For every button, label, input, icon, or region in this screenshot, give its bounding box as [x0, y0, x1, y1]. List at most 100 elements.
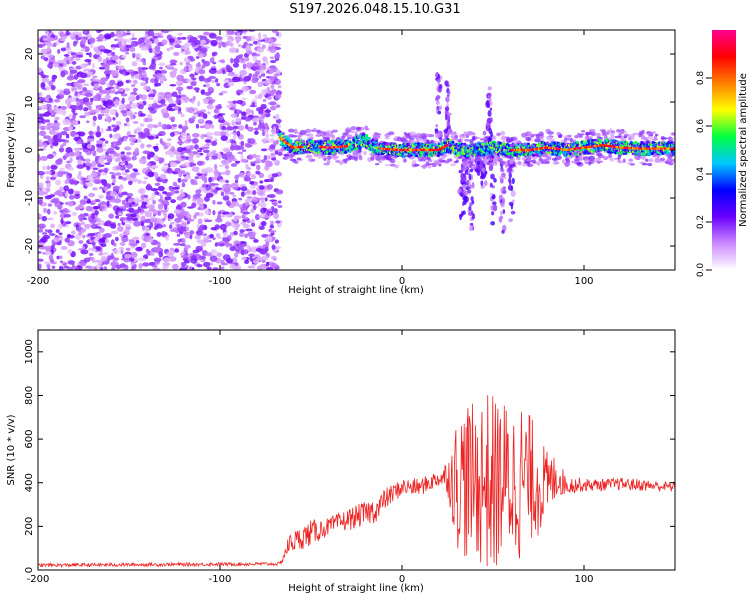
noise-cell	[92, 115, 97, 122]
noise-cell	[158, 92, 166, 96]
noise-cell	[159, 194, 163, 201]
signal-cell	[331, 151, 335, 155]
noise-cell	[238, 197, 243, 201]
streak-cell	[464, 196, 469, 203]
noise-cell	[180, 164, 187, 167]
noise-cell	[191, 202, 197, 208]
noise-cell	[39, 91, 43, 98]
noise-cell	[252, 189, 256, 196]
noise-cell	[187, 107, 195, 114]
noise-cell	[132, 121, 139, 124]
noise-cell	[251, 78, 259, 84]
noise-cell	[235, 117, 242, 123]
streak-cell	[470, 196, 474, 202]
noise-cell	[196, 160, 204, 166]
halo-cell	[571, 160, 576, 164]
noise-cell	[199, 118, 204, 123]
noise-cell	[234, 174, 239, 181]
noise-cell	[109, 171, 115, 175]
noise-cell	[111, 266, 116, 270]
noise-cell	[173, 131, 178, 136]
noise-cell	[85, 52, 90, 56]
noise-cell	[135, 246, 143, 252]
signal-cell	[365, 134, 369, 137]
noise-cell	[41, 50, 48, 54]
noise-cell	[57, 59, 65, 64]
noise-cell	[65, 30, 70, 36]
noise-cell	[211, 140, 218, 146]
noise-cell	[198, 240, 203, 244]
noise-cell	[231, 76, 240, 83]
noise-cell	[84, 158, 91, 163]
noise-cell	[38, 170, 45, 176]
noise-cell	[129, 172, 137, 179]
streak-cell	[468, 212, 473, 216]
noise-cell	[226, 104, 232, 109]
noise-cell	[194, 176, 199, 180]
noise-cell	[152, 199, 156, 205]
noise-cell	[40, 104, 48, 110]
noise-cell	[76, 164, 85, 169]
halo-cell	[547, 131, 554, 135]
noise-cell	[112, 248, 120, 255]
noise-cell	[107, 116, 112, 123]
noise-cell	[266, 96, 273, 100]
halo-cell	[412, 159, 417, 164]
noise-cell	[171, 263, 179, 270]
noise-cell	[180, 201, 187, 208]
streak-cell	[437, 110, 442, 115]
noise-cell	[97, 260, 102, 266]
halo-cell	[434, 140, 440, 143]
halo-cell	[409, 131, 417, 136]
noise-cell	[201, 183, 207, 188]
streak-cell	[444, 106, 450, 111]
noise-cell	[141, 76, 149, 81]
noise-cell	[250, 161, 254, 165]
noise-cell	[250, 173, 256, 180]
noise-cell	[266, 266, 274, 270]
signal-cell	[366, 140, 370, 144]
noise-cell	[70, 52, 76, 55]
noise-cell	[41, 165, 47, 171]
noise-cell	[215, 78, 219, 83]
halo-cell	[526, 131, 533, 137]
noise-cell	[48, 57, 56, 63]
halo-cell	[420, 165, 428, 168]
halo-cell	[552, 160, 559, 166]
noise-cell	[258, 32, 262, 39]
noise-cell	[138, 257, 146, 262]
noise-cell	[177, 32, 183, 36]
noise-cell	[121, 236, 129, 243]
noise-cell	[223, 231, 227, 238]
noise-cell	[275, 104, 281, 108]
noise-cell	[227, 81, 235, 87]
noise-cell	[78, 260, 86, 267]
noise-cell	[145, 248, 150, 253]
noise-cell	[80, 249, 89, 255]
noise-cell	[51, 122, 60, 128]
noise-cell	[187, 67, 194, 72]
noise-cell	[60, 144, 65, 148]
noise-cell	[217, 153, 222, 160]
noise-cell	[264, 246, 269, 252]
noise-cell	[189, 162, 194, 168]
noise-cell	[159, 66, 163, 70]
noise-cell	[153, 226, 159, 231]
noise-cell	[215, 232, 221, 238]
noise-cell	[118, 191, 124, 198]
streak-cell	[465, 186, 470, 191]
noise-cell	[43, 57, 49, 62]
noise-cell	[83, 83, 90, 86]
noise-cell	[40, 55, 45, 60]
noise-cell	[177, 177, 182, 183]
noise-cell	[106, 74, 110, 80]
noise-cell	[238, 172, 245, 178]
noise-cell	[138, 37, 145, 44]
noise-cell	[118, 104, 123, 111]
streak-cell	[468, 179, 471, 187]
noise-cell	[109, 199, 116, 203]
noise-cell	[237, 245, 245, 251]
noise-cell	[268, 75, 275, 79]
noise-cell	[147, 171, 155, 178]
noise-cell	[98, 252, 104, 256]
